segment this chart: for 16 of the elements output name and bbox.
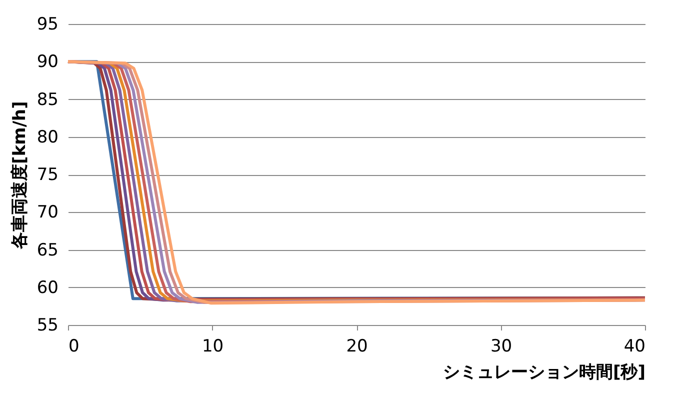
x-tick-label: 20 <box>346 336 368 356</box>
x-tick-label: 10 <box>202 336 224 356</box>
x-tick-label: 40 <box>624 336 646 356</box>
x-axis-title: シミュレーション時間[秒] <box>442 362 646 382</box>
y-tick-label: 60 <box>36 278 58 298</box>
y-axis-title: 各車両速度[km/h] <box>10 101 30 250</box>
x-tick-label: 30 <box>490 336 512 356</box>
y-tick-label: 85 <box>36 90 58 110</box>
y-tick-label: 55 <box>36 316 58 336</box>
y-tick-label: 75 <box>36 165 58 185</box>
y-tick-label: 70 <box>36 202 58 223</box>
y-tick-label: 95 <box>36 14 58 34</box>
y-tick-label: 65 <box>36 240 58 260</box>
y-tick-label: 80 <box>36 127 58 148</box>
x-tick-label: 0 <box>68 336 80 356</box>
y-tick-label: 90 <box>36 52 58 72</box>
